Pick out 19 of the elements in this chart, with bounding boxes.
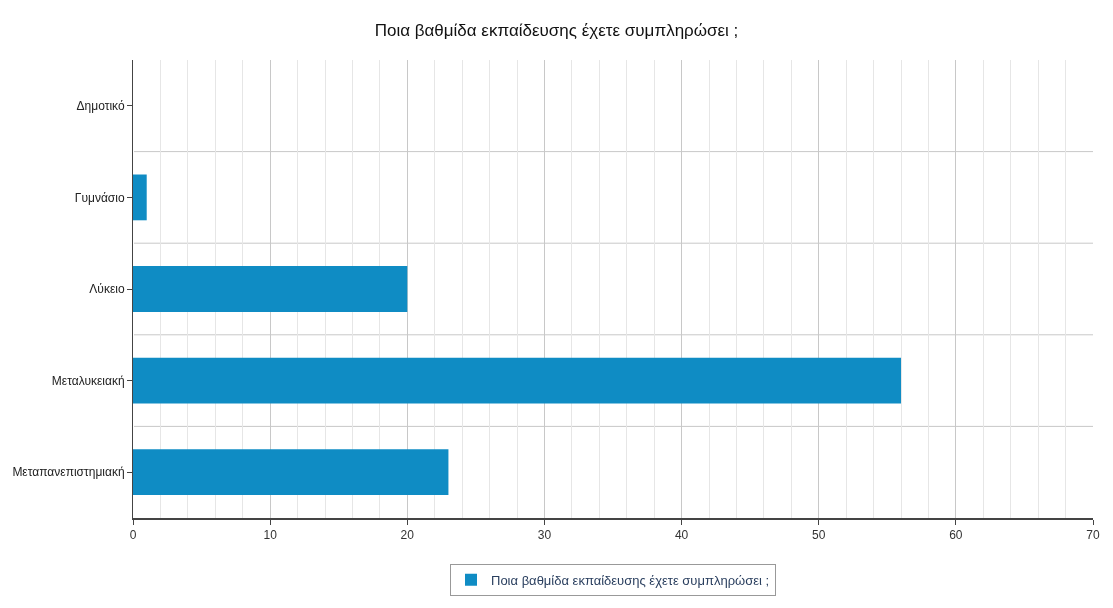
- x-tick-label: 10: [263, 528, 278, 543]
- y-tick-label: Γυμνάσιο: [74, 190, 125, 205]
- legend-label: Ποια βαθμίδα εκπαίδευσης έχετε συμπληρώσει ;: [491, 572, 770, 588]
- x-tick-label: 40: [674, 528, 689, 543]
- bar: [133, 357, 901, 404]
- y-tick-label: Λύκειο: [89, 282, 125, 297]
- y-tick-label: Μεταλυκειακή: [51, 373, 125, 388]
- x-tick-label: 70: [1086, 528, 1100, 543]
- x-tick-label: 30: [537, 528, 552, 543]
- bar: [133, 174, 147, 221]
- x-tick-label: 0: [129, 528, 137, 543]
- bar: [133, 449, 449, 496]
- x-tick-label: 60: [949, 528, 963, 543]
- x-tick-label: 50: [812, 528, 826, 543]
- y-tick-label: Μεταπανεπιστημιακή: [12, 465, 125, 480]
- x-tick-label: 20: [400, 528, 415, 543]
- chart-title: Ποια βαθμίδα εκπαίδευσης έχετε συμπληρώσει ;: [374, 21, 739, 41]
- bar: [133, 266, 408, 312]
- y-tick-label: Δημοτικό: [76, 99, 125, 113]
